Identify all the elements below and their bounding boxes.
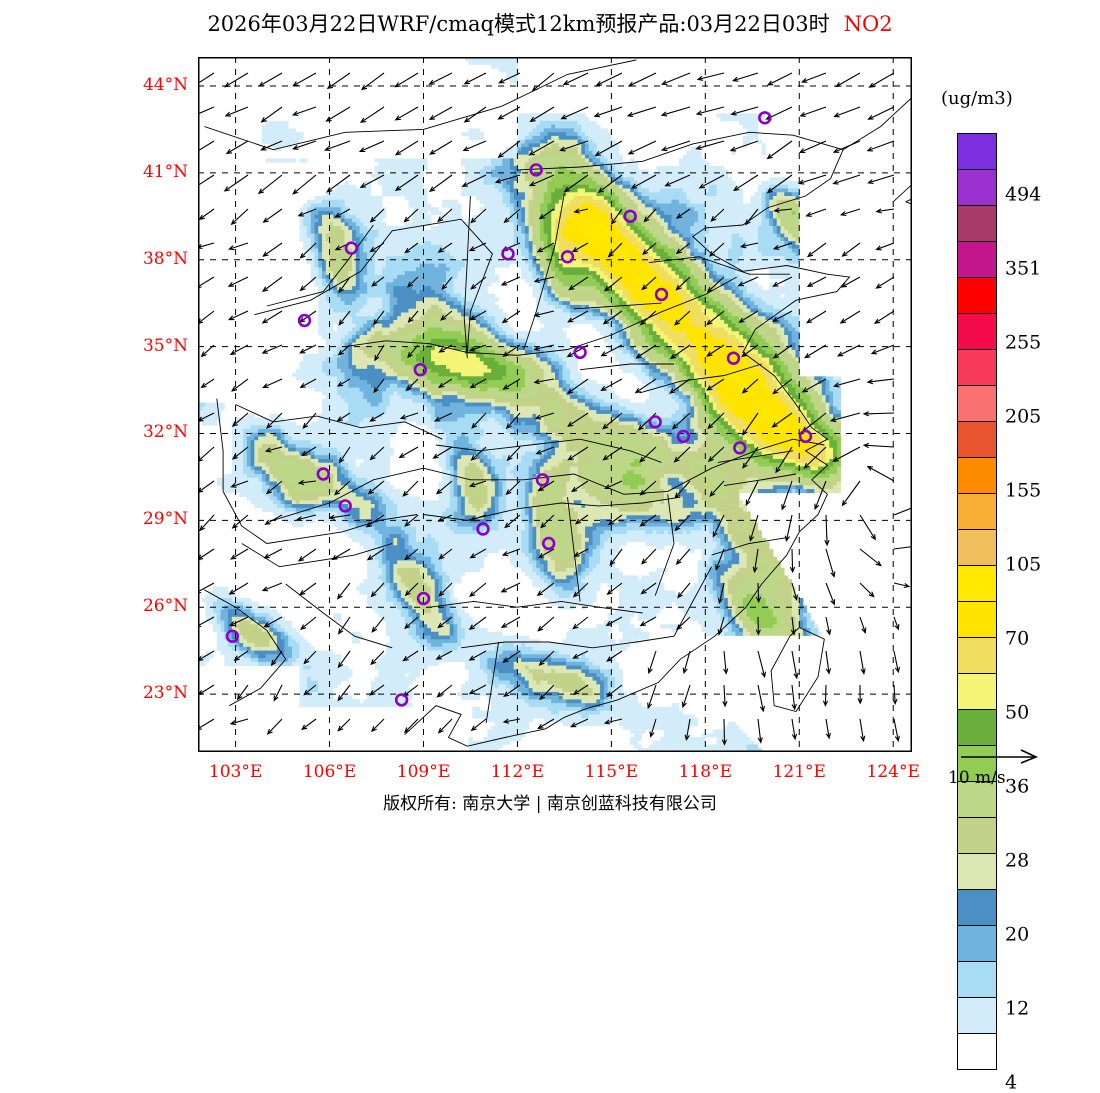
lon-label-118°E: 118°E <box>672 762 738 782</box>
colorbar-band-5[interactable] <box>957 313 997 350</box>
wind-arrow-icon <box>957 748 1077 766</box>
colorbar-band-19[interactable] <box>957 817 997 854</box>
colorbar-band-15[interactable] <box>957 673 997 710</box>
lon-label-121°E: 121°E <box>766 762 832 782</box>
page-title: 2026年03月22日WRF/cmaq模式12km预报产品:03月22日03时 N… <box>0 8 1100 38</box>
colorbar-tick-11: 12 <box>1005 997 1029 1019</box>
colorbar-tick-7: 50 <box>1005 701 1029 723</box>
copyright-notice: 版权所有: 南京大学 | 南京创蓝科技有限公司 <box>0 789 1100 814</box>
colorbar-tick-1: 351 <box>1005 257 1041 279</box>
lon-label-106°E: 106°E <box>297 762 363 782</box>
colorbar-band-14[interactable] <box>957 637 997 674</box>
lat-label-44°N: 44°N <box>110 75 188 95</box>
colorbar-tick-4: 155 <box>1005 479 1041 501</box>
lon-label-112°E: 112°E <box>484 762 550 782</box>
colorbar-tick-3: 205 <box>1005 405 1041 427</box>
colorbar-band-0[interactable] <box>957 133 997 170</box>
colorbar-band-21[interactable] <box>957 889 997 926</box>
colorbar-tick-9: 28 <box>1005 849 1029 871</box>
colorbar-tick-6: 70 <box>1005 627 1029 649</box>
colorbar-tick-10: 20 <box>1005 923 1029 945</box>
lat-label-23°N: 23°N <box>110 683 188 703</box>
colorbar-unit: (ug/m3) <box>941 88 1013 109</box>
lon-label-103°E: 103°E <box>203 762 269 782</box>
colorbar-band-25[interactable] <box>957 1033 997 1070</box>
colorbar-band-6[interactable] <box>957 349 997 386</box>
colorbar-band-12[interactable] <box>957 565 997 602</box>
colorbar-band-20[interactable] <box>957 853 997 890</box>
colorbar-band-7[interactable] <box>957 385 997 422</box>
lat-label-35°N: 35°N <box>110 336 188 356</box>
colorbar-band-23[interactable] <box>957 961 997 998</box>
map-panel[interactable] <box>198 57 912 752</box>
colorbar-band-9[interactable] <box>957 457 997 494</box>
lon-label-124°E: 124°E <box>860 762 926 782</box>
colorbar-band-13[interactable] <box>957 601 997 638</box>
species-label: NO2 <box>844 12 893 36</box>
lat-label-38°N: 38°N <box>110 249 188 269</box>
colorbar-band-3[interactable] <box>957 241 997 278</box>
colorbar-band-22[interactable] <box>957 925 997 962</box>
lat-label-41°N: 41°N <box>110 162 188 182</box>
lon-label-115°E: 115°E <box>578 762 644 782</box>
colorbar-tick-0: 494 <box>1005 183 1041 205</box>
lat-label-29°N: 29°N <box>110 509 188 529</box>
colorbar-band-11[interactable] <box>957 529 997 566</box>
colorbar-band-8[interactable] <box>957 421 997 458</box>
colorbar-band-16[interactable] <box>957 709 997 746</box>
colorbar-band-24[interactable] <box>957 997 997 1034</box>
colorbar-band-10[interactable] <box>957 493 997 530</box>
wind-scale-legend: 10 m/s <box>957 748 1097 770</box>
colorbar-band-1[interactable] <box>957 169 997 206</box>
colorbar-tick-2: 255 <box>1005 331 1041 353</box>
colorbar-tick-12: 4 <box>1005 1071 1017 1093</box>
wind-scale-label: 10 m/s <box>948 768 1006 788</box>
forecast-map[interactable] <box>198 57 912 752</box>
lat-label-26°N: 26°N <box>110 596 188 616</box>
lat-label-32°N: 32°N <box>110 422 188 442</box>
colorbar-band-4[interactable] <box>957 277 997 314</box>
title-text: 2026年03月22日WRF/cmaq模式12km预报产品:03月22日03时 <box>207 12 829 36</box>
colorbar-tick-5: 105 <box>1005 553 1041 575</box>
lon-label-109°E: 109°E <box>390 762 456 782</box>
colorbar-band-2[interactable] <box>957 205 997 242</box>
